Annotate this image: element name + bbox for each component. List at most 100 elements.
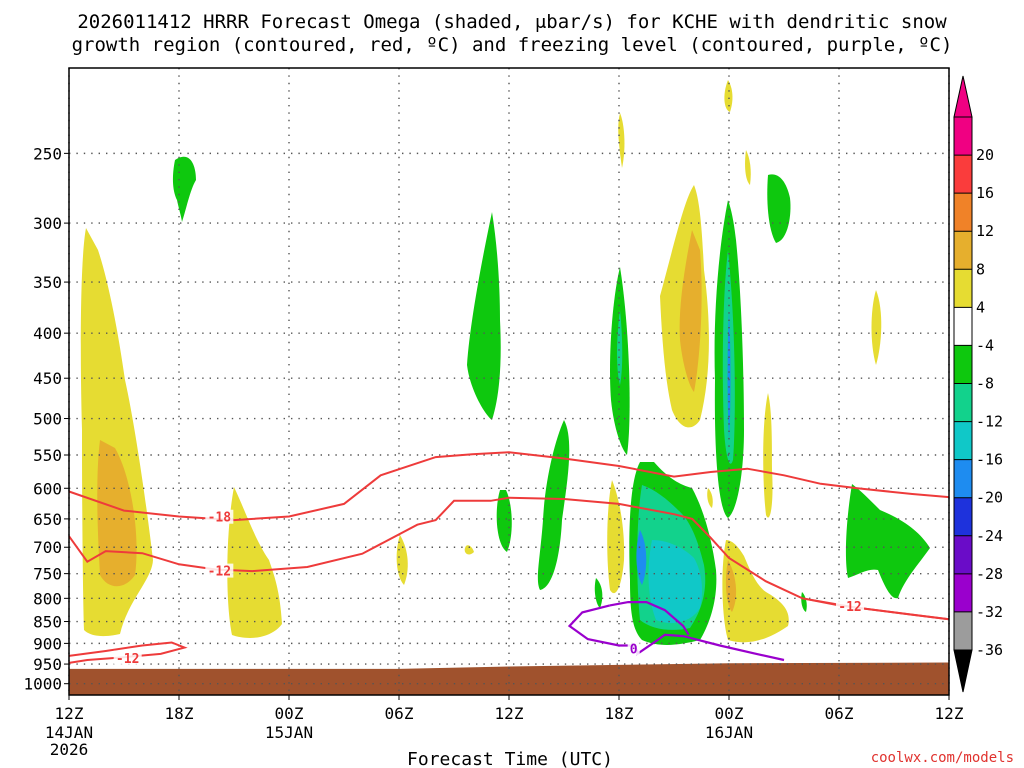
colorbar-label: 20 — [976, 146, 994, 164]
credit-text[interactable]: coolwx.com/models — [871, 750, 1014, 766]
omega-area-u — [745, 150, 751, 185]
omega-area-p — [679, 230, 702, 392]
colorbar-label: 12 — [976, 222, 994, 240]
x-tick-label: 00Z — [275, 704, 304, 723]
freezing-contour-label: 0 — [630, 643, 638, 658]
colorbar-swatch — [954, 535, 972, 574]
colorbar-swatch — [954, 421, 972, 460]
dgz-contour-label: -12 — [208, 565, 231, 580]
y-tick-label: 550 — [33, 446, 62, 465]
omega-area-ac — [636, 530, 647, 585]
y-tick-label: 800 — [33, 589, 62, 608]
omega-area-m — [607, 480, 625, 594]
y-tick-label: 650 — [33, 510, 62, 529]
colorbar-label: -32 — [976, 603, 1003, 621]
x-tick-date-label: 14JAN — [45, 723, 93, 742]
colorbar-swatch — [954, 345, 972, 384]
omega-area-t — [724, 80, 733, 112]
x-tick-date-label: 15JAN — [265, 723, 313, 742]
freezing-contour-label-bg — [627, 641, 640, 656]
x-tick-date-label: 16JAN — [705, 723, 753, 742]
colorbar-swatch — [954, 611, 972, 650]
freezing-contour-line-upper — [609, 601, 690, 636]
omega-area-af — [801, 592, 807, 612]
dgz-contour-label: -12 — [116, 652, 139, 667]
dgz-contour-label: -18 — [208, 511, 232, 526]
y-axis: 250 300 350 400 450 500 550 600 650 700 750 800 850 9… — [23, 144, 69, 694]
x-tick-date-label: 2026 — [50, 740, 89, 759]
y-tick-label: 850 — [33, 613, 62, 632]
dgz-contour-line — [68, 496, 950, 621]
colorbar-swatch — [954, 231, 972, 270]
dgz-contour-line — [68, 641, 188, 664]
colorbar-label: -20 — [976, 489, 1003, 507]
colorbar-swatch — [954, 573, 972, 612]
colorbar-swatch — [954, 383, 972, 422]
y-tick-label: 250 — [33, 144, 62, 163]
omega-area-l — [617, 310, 623, 385]
colorbar-label: 16 — [976, 184, 994, 202]
colorbar-swatch — [954, 117, 972, 156]
omega-area-c — [172, 156, 196, 222]
omega-area-n — [594, 578, 603, 608]
omega-area-x — [871, 290, 882, 365]
omega-area-f — [464, 545, 474, 555]
chart-title-line1: 2026011412 HRRR Forecast Omega (shaded, … — [77, 11, 947, 33]
y-tick-label: 750 — [33, 565, 62, 584]
omega-area-b — [97, 440, 137, 587]
y-tick-label: 350 — [33, 273, 62, 292]
colorbar-swatch — [954, 193, 972, 232]
x-tick-label: 12Z — [55, 704, 84, 723]
y-tick-label: 450 — [33, 369, 62, 388]
colorbar-label: -24 — [976, 527, 1003, 545]
colorbar-label: -12 — [976, 413, 1003, 431]
omega-area-ad — [722, 540, 789, 643]
omega-area-v — [767, 174, 791, 243]
omega-area-s — [727, 310, 731, 440]
colorbar-swatch — [954, 459, 972, 498]
y-tick-label: 950 — [33, 655, 62, 674]
dgz-contour-label-bg — [836, 598, 864, 613]
omega-area-y — [845, 484, 930, 599]
colorbar-swatch — [954, 155, 972, 194]
y-tick-label: 400 — [33, 324, 62, 343]
omega-area-j — [618, 113, 625, 168]
x-tick-label: 18Z — [605, 704, 634, 723]
dgz-contour-line — [68, 451, 950, 522]
omega-area-w — [763, 393, 773, 518]
y-tick-label: 900 — [33, 634, 62, 653]
x-tick-label: 12Z — [495, 704, 524, 723]
colorbar-label: -16 — [976, 451, 1003, 469]
dgz-contour-label: -12 — [838, 600, 861, 615]
x-tick-label: 18Z — [165, 704, 194, 723]
colorbar-swatch — [954, 307, 972, 346]
omega-area-i — [537, 420, 570, 590]
colorbar-label: -28 — [976, 565, 1003, 583]
colorbar-swatch — [954, 269, 972, 308]
colorbar-label: -8 — [976, 375, 994, 393]
omega-area-g — [467, 212, 501, 420]
dgz-contour-label-bg — [205, 563, 234, 578]
x-tick-label: 12Z — [935, 704, 964, 723]
colorbar-top-arrow — [953, 75, 973, 118]
colorbar-label: -4 — [976, 336, 994, 354]
x-axis-label: Forecast Time (UTC) — [407, 749, 613, 768]
x-tick-label: 06Z — [385, 704, 414, 723]
terrain-fill — [69, 662, 949, 695]
terrain-layer — [69, 662, 949, 695]
colorbar-bottom-arrow — [953, 649, 973, 693]
colorbar-swatch — [954, 497, 972, 536]
colorbar: -36 -32 -28 -24 -20 -16 -12 -8 -4 4 8 12 16 20 — [953, 75, 1003, 693]
y-tick-label: 500 — [33, 410, 62, 429]
x-tick-label: 06Z — [825, 704, 854, 723]
dgz-contour-label-bg — [113, 650, 142, 665]
colorbar-label: -36 — [976, 641, 1003, 659]
y-tick-label: 1000 — [23, 675, 62, 694]
y-tick-label: 600 — [33, 479, 62, 498]
omega-area-h — [496, 490, 512, 552]
omega-area-ag — [707, 488, 713, 508]
x-tick-label: 00Z — [715, 704, 744, 723]
colorbar-label: 8 — [976, 260, 985, 278]
